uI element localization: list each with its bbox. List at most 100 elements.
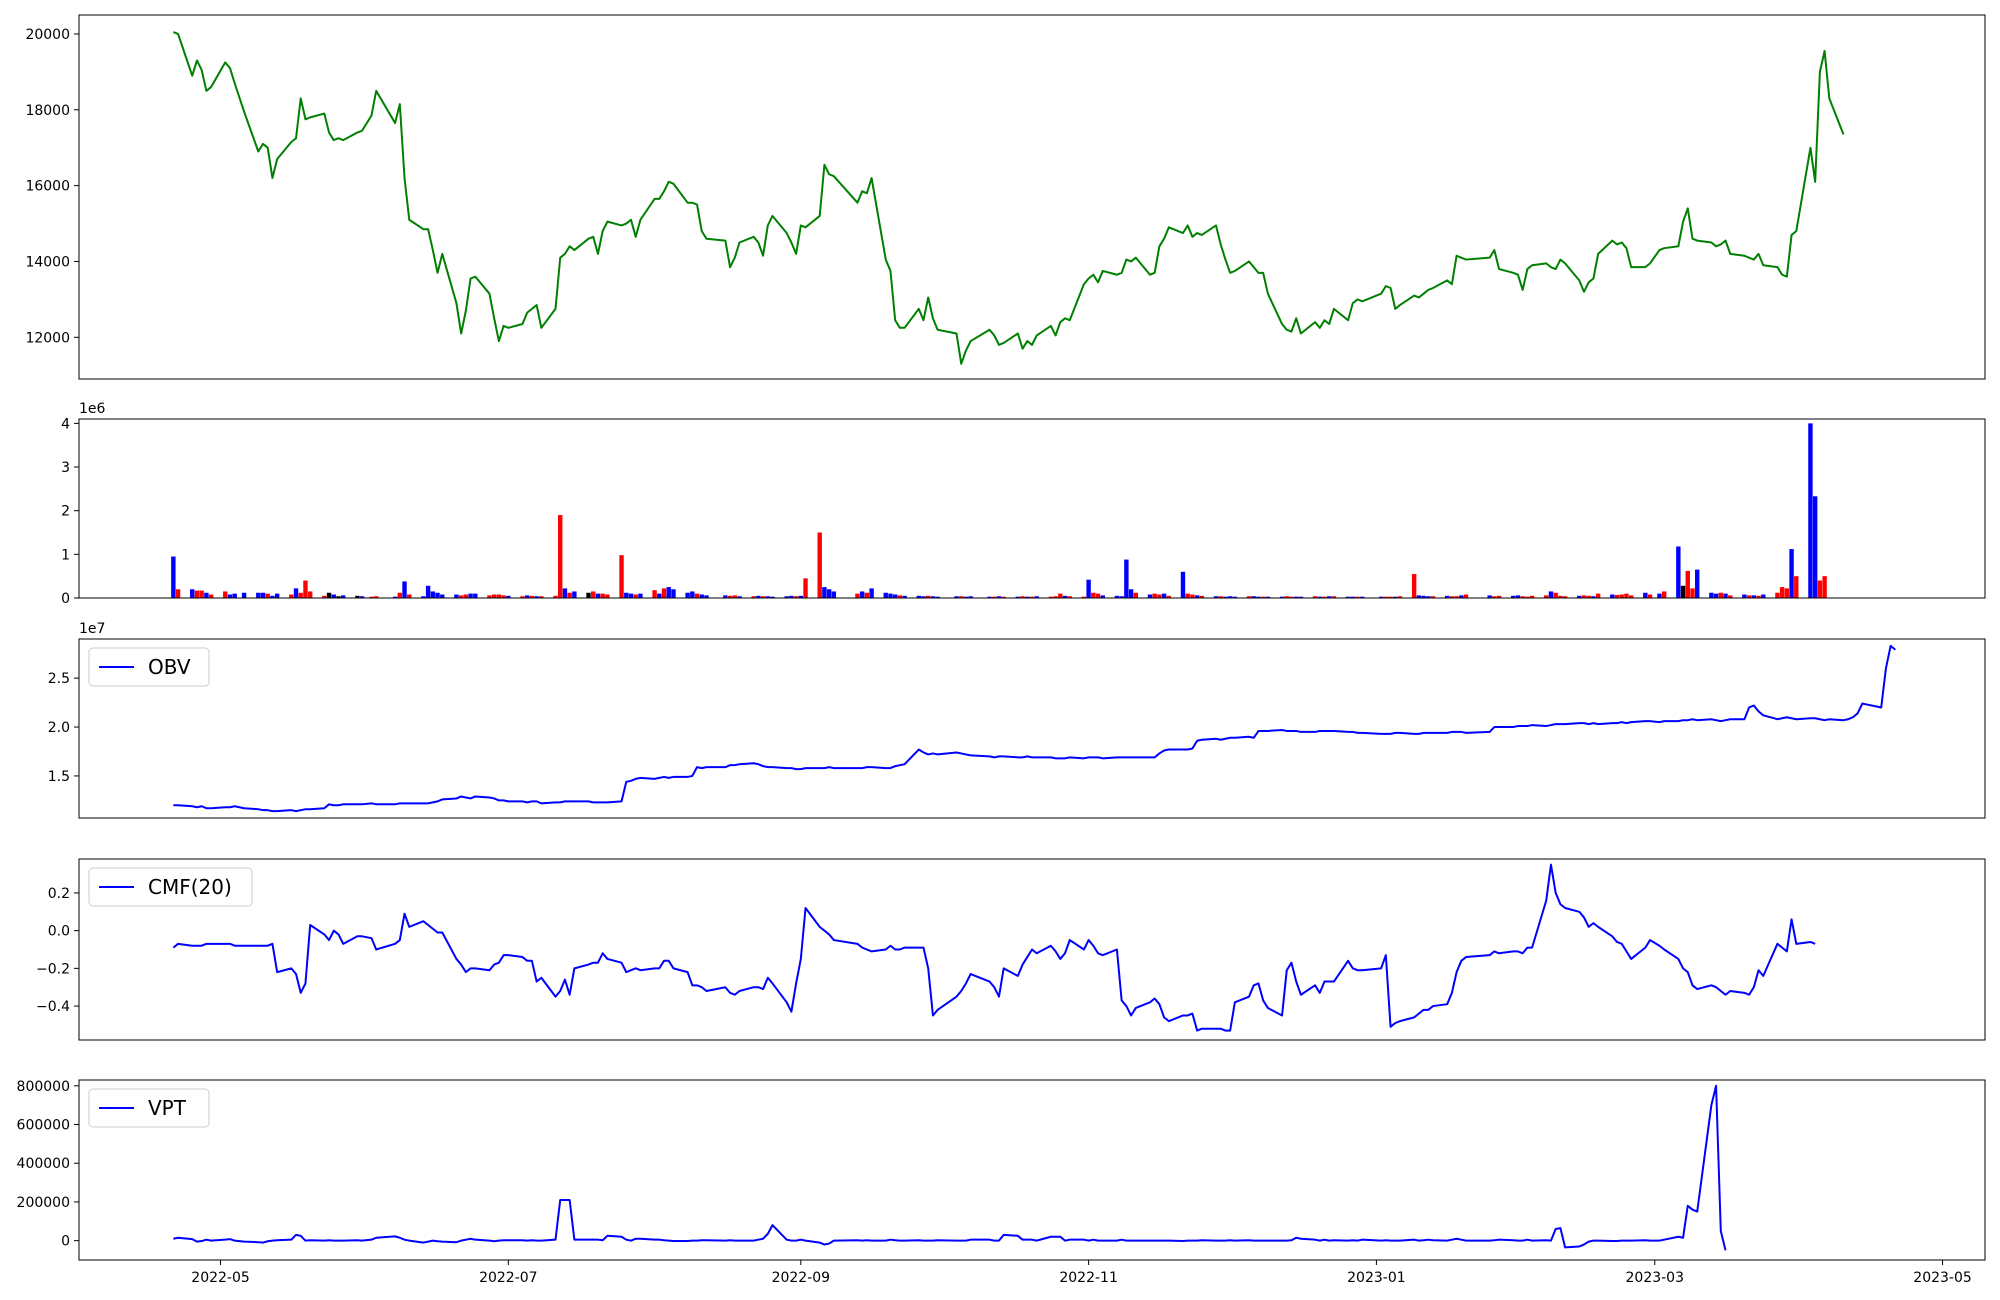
volume-bar <box>793 596 799 598</box>
volume-bar <box>859 591 865 598</box>
volume-bar <box>987 596 992 598</box>
volume-bar <box>657 593 662 598</box>
cmf-ytick-label: −0.2 <box>36 961 70 977</box>
volume-bar <box>1251 596 1256 598</box>
volume-bar <box>1355 596 1360 598</box>
volume-bar <box>199 590 204 598</box>
volume-bar <box>1331 596 1337 598</box>
volume-bar <box>1327 596 1332 598</box>
volume-bar <box>1119 596 1124 598</box>
volume-bar <box>1742 594 1747 598</box>
volume-bar <box>921 596 926 598</box>
volume-bar <box>1685 570 1690 598</box>
volume-bar <box>1808 423 1813 598</box>
volume-bar <box>855 593 860 598</box>
volume-bar <box>864 592 870 598</box>
volume-bar <box>274 593 280 598</box>
volume-bar <box>407 594 412 598</box>
volume-bar <box>572 591 577 598</box>
volume-bar <box>817 532 822 598</box>
volume-bar <box>1388 596 1393 598</box>
volume-ytick-label: 4 <box>61 416 70 432</box>
volume-bar <box>930 596 936 598</box>
price-ytick-label: 20000 <box>25 27 70 43</box>
volume-bar <box>307 591 313 598</box>
volume-bar <box>463 594 469 598</box>
volume-bar <box>1643 592 1648 598</box>
volume-bar <box>1515 595 1521 598</box>
volume-bar <box>1166 595 1172 598</box>
volume-bar <box>1562 596 1568 598</box>
volume-bar <box>1015 596 1021 598</box>
volume-bar <box>1581 595 1587 598</box>
volume-bar <box>1779 587 1785 598</box>
volume-bar <box>256 592 261 598</box>
volume-bar <box>1298 596 1304 598</box>
volume-bar <box>628 593 634 598</box>
volume-bar <box>916 595 921 598</box>
volume-bar <box>265 593 270 598</box>
volume-bar <box>1794 576 1799 598</box>
obv-series-line <box>173 644 1896 813</box>
volume-bar <box>1246 596 1252 598</box>
volume-bar <box>892 594 898 598</box>
volume-bar <box>241 592 247 598</box>
price-ytick-label: 16000 <box>25 179 70 195</box>
xtick-label: 2022-11 <box>1059 1270 1118 1286</box>
volume-bar <box>270 595 275 598</box>
volume-bar <box>666 587 671 598</box>
volume-bar <box>822 587 827 598</box>
volume-bar <box>501 595 506 598</box>
cmf-legend-box <box>88 867 253 907</box>
volume-bar <box>1520 596 1525 598</box>
volume-bar <box>935 596 940 598</box>
volume-bar <box>1695 569 1700 598</box>
volume-bar <box>1454 596 1459 598</box>
obv-axes-frame <box>78 638 1986 819</box>
volume-bar <box>1812 496 1818 598</box>
volume-bar <box>303 580 308 598</box>
volume-bar <box>671 589 676 598</box>
volume-bar <box>600 593 605 598</box>
volume-bar <box>883 592 888 598</box>
volume-bar <box>1756 595 1761 598</box>
volume-bar <box>1463 594 1469 598</box>
volume-bar <box>322 595 327 598</box>
cmf-series-line <box>172 863 1816 1032</box>
volume-bar <box>1322 596 1327 598</box>
volume-bar <box>699 594 704 598</box>
volume-bar <box>1444 595 1450 598</box>
volume-bar <box>1492 596 1497 598</box>
volume-bar <box>1529 595 1535 598</box>
volume-bar <box>326 592 332 598</box>
volume-bar <box>1728 595 1733 598</box>
volume-bar <box>487 595 492 598</box>
volume-bar <box>1190 594 1195 598</box>
volume-bar <box>1218 596 1223 598</box>
volume-bar <box>661 588 667 598</box>
xtick-label: 2023-01 <box>1347 1270 1406 1286</box>
volume-bar <box>208 594 214 598</box>
volume-bar <box>1525 596 1530 598</box>
volume-bar <box>1761 594 1766 598</box>
volume-bar <box>402 581 407 598</box>
volume-bar <box>1487 595 1492 598</box>
volume-bar <box>421 596 426 598</box>
volume-bar <box>959 596 964 598</box>
volume-bar <box>1180 571 1186 598</box>
cmf-panel: −0.4 −0.2 0.0 0.2 CMF(20) <box>36 858 1986 1041</box>
volume-bar <box>633 594 638 598</box>
obv-panel: 1.5 2.0 2.5 1e7 OBV <box>48 621 1986 819</box>
volume-bar <box>1751 595 1757 598</box>
volume-bar <box>1312 596 1318 598</box>
cmf-legend: CMF(20) <box>88 867 253 907</box>
xtick-label: 2023-05 <box>1913 1270 1972 1286</box>
volume-bar <box>1020 596 1025 598</box>
volume-bar <box>756 595 761 598</box>
volume-bar <box>529 595 535 598</box>
volume-bar <box>1430 596 1436 598</box>
cmf-ytick-label: −0.4 <box>36 999 70 1015</box>
volume-bar <box>1624 593 1629 598</box>
volume-bar <box>425 585 431 598</box>
